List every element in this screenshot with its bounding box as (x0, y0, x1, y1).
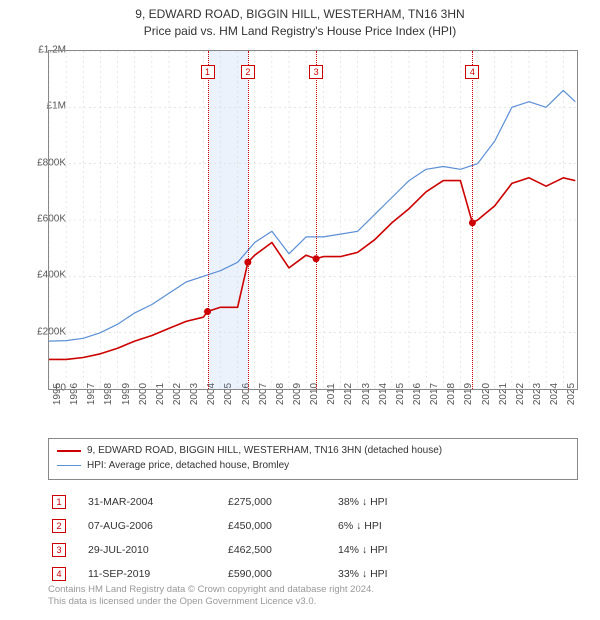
table-row: 2 07-AUG-2006 £450,000 6% ↓ HPI (48, 514, 578, 538)
legend-label: 9, EDWARD ROAD, BIGGIN HILL, WESTERHAM, … (87, 443, 442, 458)
legend-item: 9, EDWARD ROAD, BIGGIN HILL, WESTERHAM, … (57, 443, 569, 458)
table-diff: 14% ↓ HPI (338, 544, 458, 556)
title-subtitle: Price paid vs. HM Land Registry's House … (0, 23, 600, 40)
table-diff: 6% ↓ HPI (338, 520, 458, 532)
title-address: 9, EDWARD ROAD, BIGGIN HILL, WESTERHAM, … (0, 6, 600, 23)
chart-container: { "title": { "line1": "9, EDWARD ROAD, B… (0, 0, 600, 620)
legend: 9, EDWARD ROAD, BIGGIN HILL, WESTERHAM, … (48, 438, 578, 480)
plot-area: 1 2 3 4 (48, 50, 578, 390)
table-marker-box: 2 (52, 519, 66, 533)
table-price: £462,500 (228, 544, 338, 556)
table-date: 11-SEP-2019 (88, 568, 228, 580)
table-row: 1 31-MAR-2004 £275,000 38% ↓ HPI (48, 490, 578, 514)
marker-number-box: 2 (241, 65, 255, 79)
marker-number-box: 1 (201, 65, 215, 79)
table-price: £590,000 (228, 568, 338, 580)
table-price: £450,000 (228, 520, 338, 532)
table-diff: 38% ↓ HPI (338, 496, 458, 508)
marker-vline (248, 51, 249, 389)
footer-line1: Contains HM Land Registry data © Crown c… (48, 584, 578, 596)
legend-swatch (57, 450, 81, 452)
plot-svg (49, 51, 577, 389)
marker-vline (472, 51, 473, 389)
marker-vline (316, 51, 317, 389)
legend-label: HPI: Average price, detached house, Brom… (87, 458, 289, 473)
table-marker-box: 4 (52, 567, 66, 581)
table-marker-box: 3 (52, 543, 66, 557)
table-price: £275,000 (228, 496, 338, 508)
transaction-table: 1 31-MAR-2004 £275,000 38% ↓ HPI 2 07-AU… (48, 490, 578, 586)
table-row: 4 11-SEP-2019 £590,000 33% ↓ HPI (48, 562, 578, 586)
table-date: 07-AUG-2006 (88, 520, 228, 532)
chart-title: 9, EDWARD ROAD, BIGGIN HILL, WESTERHAM, … (0, 0, 600, 40)
table-marker-box: 1 (52, 495, 66, 509)
marker-number-box: 4 (465, 65, 479, 79)
marker-number-box: 3 (309, 65, 323, 79)
table-row: 3 29-JUL-2010 £462,500 14% ↓ HPI (48, 538, 578, 562)
table-date: 31-MAR-2004 (88, 496, 228, 508)
legend-swatch (57, 465, 81, 466)
legend-item: HPI: Average price, detached house, Brom… (57, 458, 569, 473)
footer-line2: This data is licensed under the Open Gov… (48, 596, 578, 608)
table-date: 29-JUL-2010 (88, 544, 228, 556)
table-diff: 33% ↓ HPI (338, 568, 458, 580)
marker-vline (208, 51, 209, 389)
attribution-footer: Contains HM Land Registry data © Crown c… (48, 584, 578, 609)
